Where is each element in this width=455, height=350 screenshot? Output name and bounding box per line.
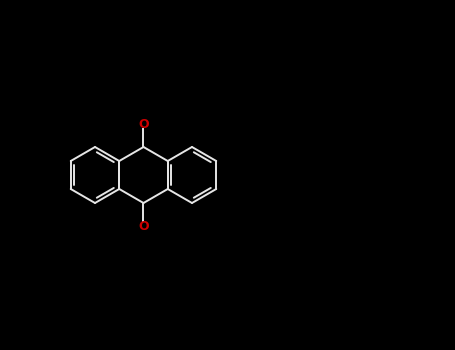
Text: O: O: [138, 219, 149, 232]
Text: O: O: [138, 118, 149, 131]
